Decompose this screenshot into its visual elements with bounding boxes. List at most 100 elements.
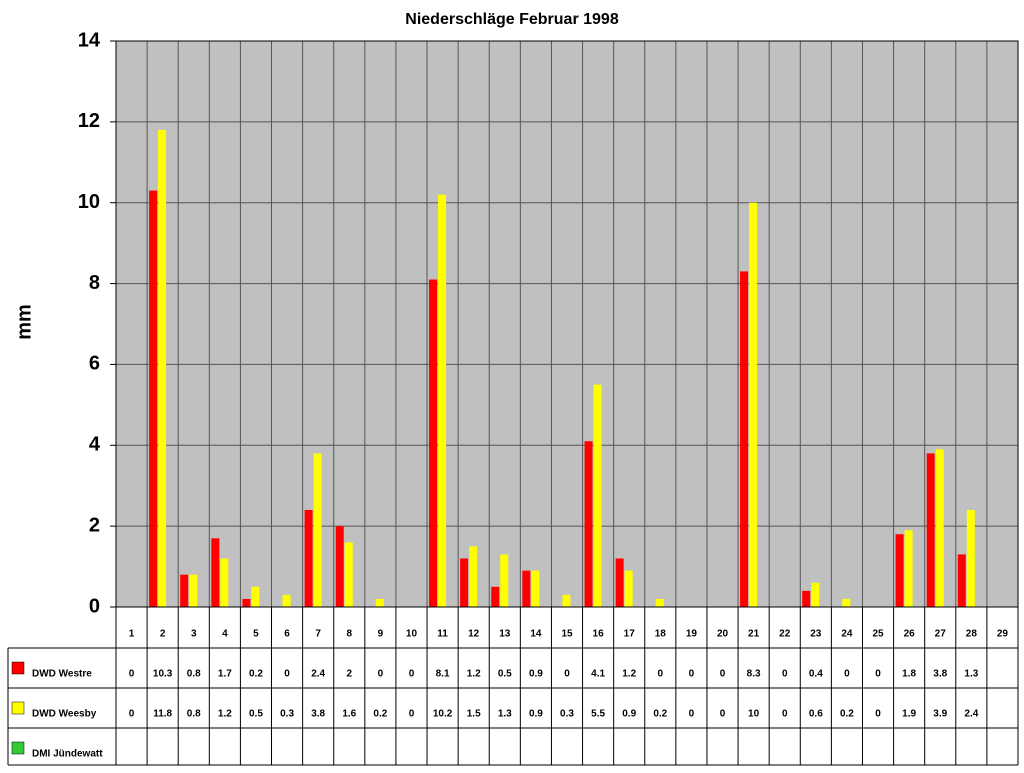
data-value: 0.8 — [187, 709, 201, 720]
x-tick-label: 24 — [841, 629, 853, 640]
x-tick-label: 13 — [499, 629, 511, 640]
data-value: 1.2 — [218, 709, 232, 720]
data-value: 0.2 — [373, 709, 387, 720]
y-tick-label: 6 — [89, 353, 100, 375]
data-value: 1.3 — [964, 669, 978, 680]
x-tick-label: 11 — [437, 629, 448, 640]
x-tick-label: 5 — [253, 629, 259, 640]
x-tick-label: 3 — [191, 629, 197, 640]
bar — [655, 598, 664, 607]
data-value: 0 — [284, 669, 290, 680]
data-value: 1.2 — [622, 669, 636, 680]
data-value: 4.1 — [591, 669, 605, 680]
data-value: 8.3 — [747, 669, 761, 680]
x-tick-label: 19 — [686, 629, 698, 640]
y-tick-label: 8 — [89, 272, 100, 294]
bar — [438, 194, 447, 607]
data-value: 0 — [875, 709, 881, 720]
data-value: 0 — [720, 669, 726, 680]
data-value: 0.9 — [622, 709, 636, 720]
bar — [531, 570, 540, 607]
data-value: 0 — [689, 669, 695, 680]
bar — [313, 453, 322, 607]
bar — [624, 570, 633, 607]
x-tick-label: 28 — [966, 629, 978, 640]
data-value: 1.7 — [218, 669, 232, 680]
bar — [935, 449, 944, 607]
data-value: 0 — [875, 669, 881, 680]
x-tick-label: 10 — [406, 629, 418, 640]
data-value: 0 — [658, 669, 664, 680]
bar — [966, 509, 975, 607]
bar — [500, 554, 509, 607]
data-value: 1.9 — [902, 709, 916, 720]
data-value: 0.3 — [280, 709, 294, 720]
data-value: 2.4 — [964, 709, 978, 720]
data-value: 10.2 — [433, 709, 453, 720]
data-value: 0 — [782, 709, 788, 720]
data-value: 3.8 — [933, 669, 947, 680]
bar — [469, 546, 478, 607]
legend-label: DWD Westre — [32, 669, 92, 680]
bar — [926, 453, 935, 607]
bar — [802, 590, 811, 607]
bar — [562, 594, 571, 607]
legend-label: DWD Weesby — [32, 709, 97, 720]
data-value: 0.2 — [249, 669, 263, 680]
data-value: 0.2 — [653, 709, 667, 720]
chart-title: Niederschläge Februar 1998 — [405, 11, 619, 28]
bar — [158, 129, 167, 607]
y-tick-label: 0 — [89, 595, 100, 617]
bar — [615, 558, 624, 607]
bar — [189, 574, 198, 607]
legend-swatch — [11, 741, 25, 755]
bar — [895, 534, 904, 607]
data-value: 0 — [409, 669, 415, 680]
data-value: 0 — [689, 709, 695, 720]
x-tick-label: 15 — [561, 629, 573, 640]
y-tick-label: 14 — [78, 29, 101, 51]
x-tick-label: 21 — [748, 629, 760, 640]
x-tick-label: 18 — [655, 629, 667, 640]
bar — [304, 509, 313, 607]
data-value: 2.4 — [311, 669, 325, 680]
data-value: 5.5 — [591, 709, 605, 720]
bar — [429, 279, 438, 607]
data-value: 3.8 — [311, 709, 325, 720]
data-value: 0.4 — [809, 669, 823, 680]
bar — [842, 598, 851, 607]
bar — [904, 530, 913, 607]
data-value: 0 — [129, 709, 135, 720]
bar — [584, 441, 593, 607]
bar — [344, 542, 353, 607]
bar — [460, 558, 469, 607]
x-tick-label: 7 — [315, 629, 321, 640]
x-tick-label: 27 — [935, 629, 947, 640]
data-value: 10 — [748, 709, 760, 720]
bar — [593, 384, 602, 607]
data-value: 11.8 — [153, 709, 172, 720]
x-tick-label: 25 — [872, 629, 884, 640]
bar — [180, 574, 189, 607]
data-value: 0.2 — [840, 709, 854, 720]
data-value: 1.8 — [902, 669, 916, 680]
data-value: 0 — [409, 709, 415, 720]
data-value: 0 — [844, 669, 850, 680]
x-tick-label: 1 — [129, 629, 135, 640]
x-tick-label: 22 — [779, 629, 791, 640]
data-value: 0.9 — [529, 669, 543, 680]
x-tick-label: 9 — [378, 629, 384, 640]
data-value: 1.3 — [498, 709, 512, 720]
data-value: 0.5 — [498, 669, 512, 680]
x-tick-label: 23 — [810, 629, 822, 640]
data-value: 0.5 — [249, 709, 263, 720]
y-tick-label: 10 — [78, 191, 100, 213]
bar — [811, 582, 820, 607]
data-value: 0.6 — [809, 709, 823, 720]
bar — [242, 598, 251, 607]
y-tick-label: 4 — [89, 434, 101, 456]
plot-area — [116, 41, 1018, 607]
bar — [220, 558, 229, 607]
data-value: 1.6 — [342, 709, 356, 720]
